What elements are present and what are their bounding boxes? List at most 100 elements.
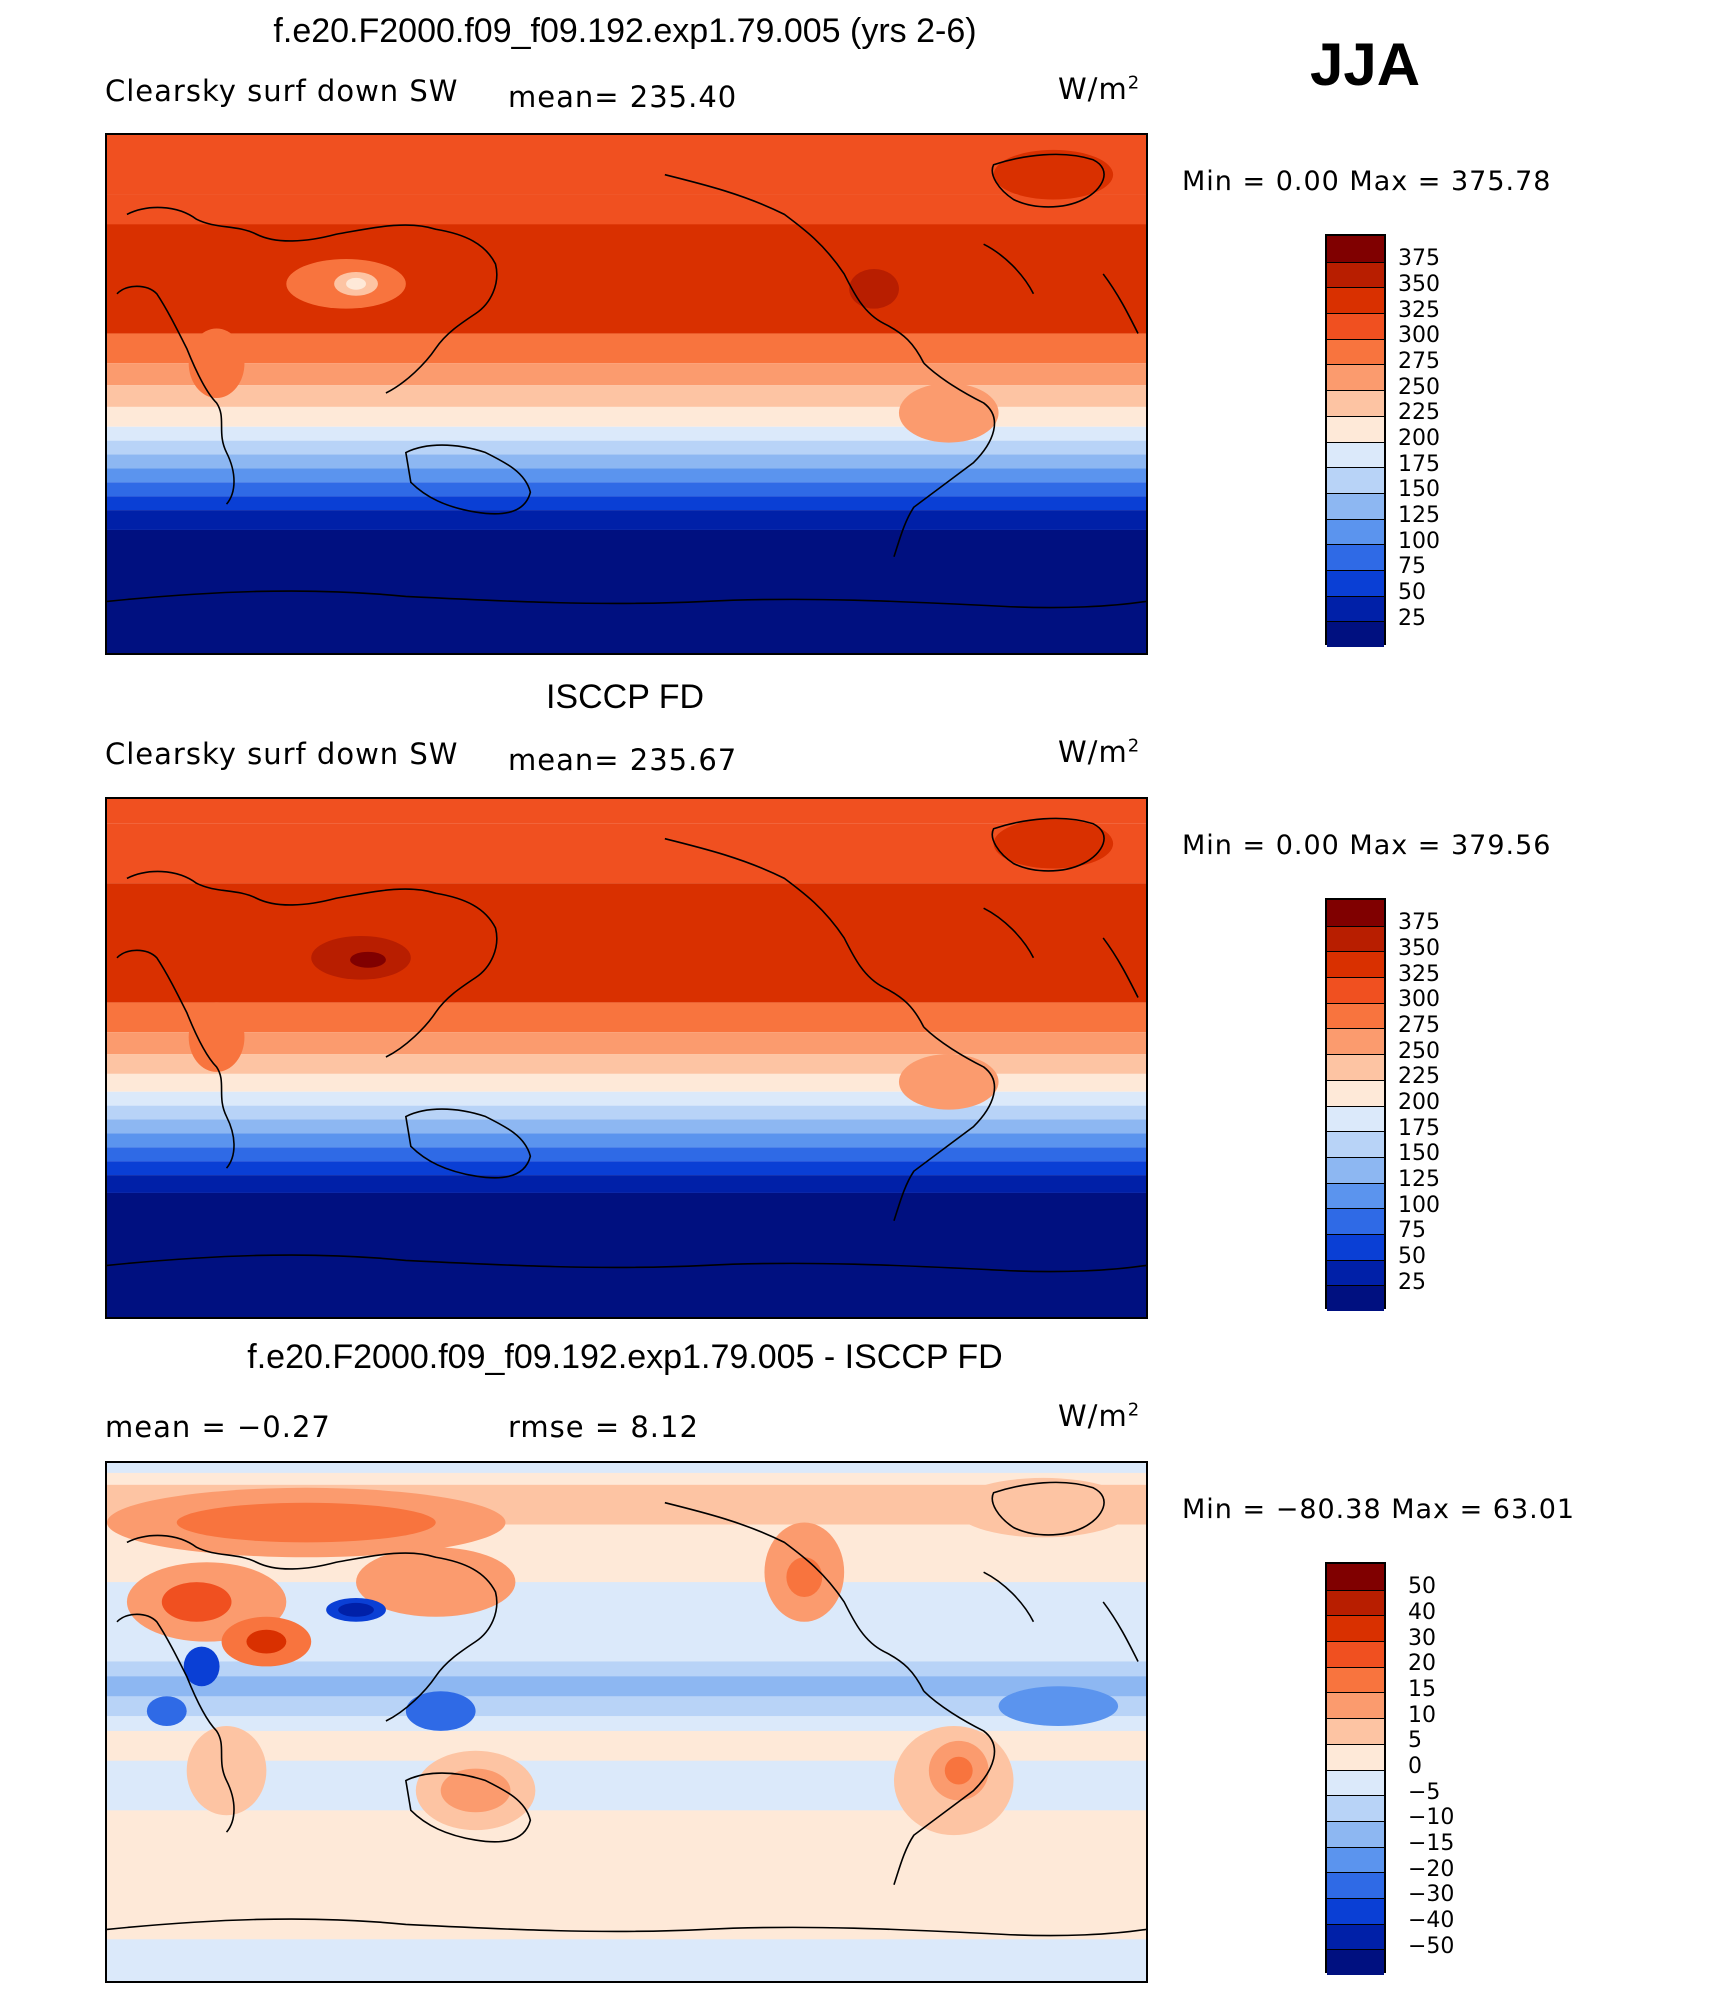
- panel1-colorbar-swatch: [1327, 364, 1384, 391]
- panel1-title: f.e20.F2000.f09_f09.192.exp1.79.005 (yrs…: [273, 12, 977, 50]
- colorbar-tick-label: −40: [1408, 1908, 1455, 1933]
- panel2-colorbar-swatch: [1327, 900, 1384, 926]
- colorbar-tick-label: 40: [1408, 1600, 1436, 1625]
- panel1-colorbar-swatch: [1327, 261, 1384, 288]
- panel3-colorbar-swatch: [1327, 1743, 1384, 1770]
- colorbar-tick-label: −5: [1408, 1780, 1441, 1805]
- colorbar-tick-label: 50: [1408, 1574, 1436, 1599]
- panel3-colorbar-swatch: [1327, 1820, 1384, 1847]
- panel2-colorbar-swatch: [1327, 977, 1384, 1003]
- colorbar-tick-label: 275: [1398, 349, 1440, 374]
- panel1-mean: mean= 235.40: [508, 80, 738, 114]
- panel3-map: [105, 1461, 1148, 1983]
- panel3-colorbar-swatch: [1327, 1692, 1384, 1719]
- panel1-colorbar-swatch: [1327, 492, 1384, 519]
- panel1-colorbar: [1325, 234, 1386, 647]
- colorbar-tick-label: 100: [1398, 1193, 1440, 1218]
- panel3-colorbar-swatch: [1327, 1897, 1384, 1924]
- colorbar-tick-label: −10: [1408, 1805, 1455, 1830]
- colorbar-tick-label: 150: [1398, 477, 1440, 502]
- colorbar-tick-label: 200: [1398, 426, 1440, 451]
- panel3-colorbar-swatch: [1327, 1949, 1384, 1975]
- panel2-colorbar-swatch: [1327, 1131, 1384, 1157]
- panel3-rmse: rmse = 8.12: [508, 1410, 699, 1444]
- colorbar-tick-label: 50: [1398, 1244, 1426, 1269]
- panel1-units: W/m2: [1058, 72, 1141, 106]
- panel1-colorbar-swatch: [1327, 518, 1384, 545]
- panel1-colorbar-swatch: [1327, 415, 1384, 442]
- colorbar-tick-label: 5: [1408, 1728, 1422, 1753]
- panel1-colorbar-swatch: [1327, 569, 1384, 596]
- colorbar-tick-label: 15: [1408, 1677, 1436, 1702]
- colorbar-tick-label: 50: [1398, 580, 1426, 605]
- panel3-colorbar-swatch: [1327, 1564, 1384, 1590]
- panel2-colorbar-swatch: [1327, 925, 1384, 952]
- colorbar-tick-label: 125: [1398, 1167, 1440, 1192]
- colorbar-tick-label: 225: [1398, 1064, 1440, 1089]
- panel2-colorbar-swatch: [1327, 1079, 1384, 1106]
- panel2-colorbar-swatch: [1327, 1259, 1384, 1286]
- panel2-map: [105, 797, 1148, 1319]
- panel3-colorbar-swatch: [1327, 1923, 1384, 1950]
- panel2-colorbar-swatch: [1327, 1156, 1384, 1183]
- colorbar-tick-label: 10: [1408, 1703, 1436, 1728]
- panel2-title: ISCCP FD: [545, 678, 705, 716]
- colorbar-tick-label: 225: [1398, 400, 1440, 425]
- colorbar-tick-label: 325: [1398, 962, 1440, 987]
- panel1-colorbar-swatch: [1327, 390, 1384, 416]
- colorbar-tick-label: 250: [1398, 1039, 1440, 1064]
- colorbar-tick-label: −15: [1408, 1831, 1455, 1856]
- panel1-map: [105, 133, 1148, 655]
- colorbar-tick-label: 250: [1398, 375, 1440, 400]
- colorbar-tick-label: 200: [1398, 1090, 1440, 1115]
- panel1-variable-label: Clearsky surf down SW: [105, 74, 459, 108]
- colorbar-tick-label: 0: [1408, 1754, 1422, 1779]
- panel1-colorbar-swatch: [1327, 595, 1384, 622]
- panel1-colorbar-swatch: [1327, 621, 1384, 647]
- panel1-colorbar-swatch: [1327, 313, 1384, 339]
- panel2-colorbar-swatch: [1327, 1208, 1384, 1234]
- season-label: JJA: [1310, 31, 1421, 98]
- colorbar-tick-label: 175: [1398, 1116, 1440, 1141]
- panel2-colorbar-swatch: [1327, 1233, 1384, 1260]
- colorbar-tick-label: 300: [1398, 987, 1440, 1012]
- panel3-colorbar-swatch: [1327, 1846, 1384, 1873]
- panel3-colorbar-swatch: [1327, 1641, 1384, 1667]
- panel1-colorbar-swatch: [1327, 544, 1384, 570]
- colorbar-tick-label: 275: [1398, 1013, 1440, 1038]
- panel3-colorbar-swatch: [1327, 1795, 1384, 1821]
- panel3-colorbar-swatch: [1327, 1872, 1384, 1898]
- panel3-colorbar-swatch: [1327, 1769, 1384, 1796]
- colorbar-tick-label: −30: [1408, 1882, 1455, 1907]
- panel2-units: W/m2: [1058, 735, 1141, 769]
- panel2-colorbar-swatch: [1327, 1002, 1384, 1029]
- panel1-colorbar-swatch: [1327, 467, 1384, 493]
- panel3-colorbar-swatch: [1327, 1589, 1384, 1616]
- colorbar-tick-label: 350: [1398, 936, 1440, 961]
- colorbar-tick-label: −50: [1408, 1934, 1455, 1959]
- colorbar-tick-label: 125: [1398, 503, 1440, 528]
- panel1-colorbar-swatch: [1327, 287, 1384, 314]
- colorbar-tick-label: 25: [1398, 1270, 1426, 1295]
- panel2-colorbar-swatch: [1327, 1285, 1384, 1311]
- panel3-units: W/m2: [1058, 1399, 1141, 1433]
- colorbar-tick-label: 150: [1398, 1141, 1440, 1166]
- panel2-colorbar-swatch: [1327, 951, 1384, 978]
- colorbar-tick-label: 20: [1408, 1651, 1436, 1676]
- panel3-mean: mean = −0.27: [105, 1410, 331, 1444]
- colorbar-tick-label: 350: [1398, 272, 1440, 297]
- panel2-colorbar-swatch: [1327, 1028, 1384, 1055]
- colorbar-tick-label: 325: [1398, 298, 1440, 323]
- panel2-colorbar: [1325, 898, 1386, 1311]
- panel2-colorbar-swatch: [1327, 1054, 1384, 1080]
- panel2-colorbar-swatch: [1327, 1105, 1384, 1132]
- panel3-colorbar-swatch: [1327, 1718, 1384, 1744]
- panel1-colorbar-swatch: [1327, 338, 1384, 365]
- panel1-colorbar-swatch: [1327, 236, 1384, 262]
- panel2-colorbar-swatch: [1327, 1182, 1384, 1209]
- panel3-title: f.e20.F2000.f09_f09.192.exp1.79.005 - IS…: [247, 1338, 1003, 1376]
- panel3-colorbar-swatch: [1327, 1615, 1384, 1642]
- colorbar-tick-label: 300: [1398, 323, 1440, 348]
- colorbar-tick-label: 30: [1408, 1626, 1436, 1651]
- panel3-colorbar: [1325, 1562, 1386, 1975]
